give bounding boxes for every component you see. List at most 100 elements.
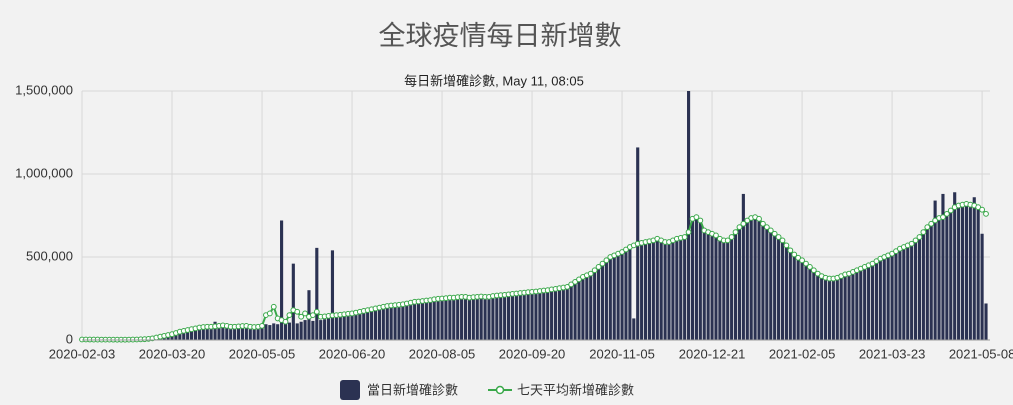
bar [448, 296, 452, 340]
bar [213, 321, 217, 340]
bar [585, 274, 589, 340]
bar [456, 296, 460, 340]
bar [753, 215, 757, 340]
bar [843, 275, 847, 340]
bar [420, 301, 425, 340]
x-tick-label: 2020-09-20 [499, 346, 566, 361]
average-point [979, 206, 985, 213]
bar [737, 225, 742, 340]
bar [291, 263, 295, 340]
average-point [693, 214, 700, 221]
bar [479, 295, 483, 340]
y-tick-label: 500,000 [26, 248, 73, 263]
bar [323, 319, 327, 340]
average-point [889, 250, 895, 257]
average-point [313, 308, 320, 315]
bar [804, 264, 808, 340]
average-point [576, 276, 582, 283]
bar [303, 320, 307, 340]
bar [710, 232, 714, 340]
bar [577, 278, 581, 340]
average-point [803, 260, 809, 267]
bar [906, 244, 910, 340]
bar [964, 202, 968, 340]
bar [354, 311, 358, 340]
bar [452, 298, 456, 340]
average-point [603, 257, 610, 264]
bar [260, 325, 264, 340]
bar [593, 269, 597, 340]
bar [326, 318, 331, 340]
bar [624, 248, 628, 340]
bar [460, 297, 464, 340]
bar [761, 222, 765, 340]
y-tick-label: 1,500,000 [15, 82, 73, 97]
bar [820, 276, 824, 340]
bar [225, 326, 229, 340]
bar [229, 327, 233, 340]
bar [769, 229, 773, 340]
bar [370, 308, 374, 340]
bar [534, 292, 538, 340]
bar [268, 325, 272, 340]
bar [597, 265, 601, 340]
average-point [920, 229, 927, 236]
average-point [791, 251, 798, 258]
bar [831, 277, 835, 340]
average-point [266, 310, 273, 317]
bar [714, 236, 718, 340]
legend-swatch [340, 380, 360, 400]
average-point [740, 220, 747, 227]
average-point [564, 283, 571, 290]
bar [933, 200, 937, 340]
bar [256, 326, 260, 340]
bar [499, 296, 503, 340]
bar [898, 247, 902, 340]
bar [757, 220, 761, 340]
bar [643, 240, 648, 340]
bar [984, 303, 988, 340]
bar [910, 242, 914, 340]
bar [855, 269, 859, 340]
bar [405, 303, 409, 340]
bar [616, 252, 620, 340]
legend: 當日新增確診數 七天平均新增確診數 [340, 380, 634, 400]
bar [777, 236, 781, 340]
bar [463, 295, 468, 340]
bar [217, 325, 221, 340]
legend-label: 當日新增確診數 [367, 382, 458, 397]
bar [913, 241, 918, 340]
average-point [869, 260, 876, 267]
bar [287, 322, 291, 340]
bar [827, 279, 832, 340]
average-point [728, 234, 735, 240]
bar [867, 266, 871, 340]
bar [546, 288, 550, 340]
average-point [595, 264, 602, 270]
average-point [783, 242, 790, 249]
bar [960, 205, 965, 340]
average-point [681, 234, 688, 240]
bar [921, 232, 925, 340]
average-point [916, 234, 923, 240]
bar [863, 266, 867, 340]
bar [209, 326, 213, 340]
bar [276, 324, 280, 340]
bar [659, 238, 663, 340]
average-point [270, 303, 277, 310]
bar [193, 327, 198, 340]
bar [373, 308, 378, 340]
bar [221, 325, 225, 340]
average-point [724, 237, 731, 244]
x-tick-label: 2020-08-05 [409, 346, 476, 361]
average-point [286, 312, 293, 319]
bar [675, 237, 679, 340]
bar [487, 295, 491, 340]
bar [272, 323, 276, 340]
average-point [760, 220, 766, 227]
bar [745, 218, 749, 340]
average-point [810, 267, 817, 274]
bar [319, 320, 323, 340]
